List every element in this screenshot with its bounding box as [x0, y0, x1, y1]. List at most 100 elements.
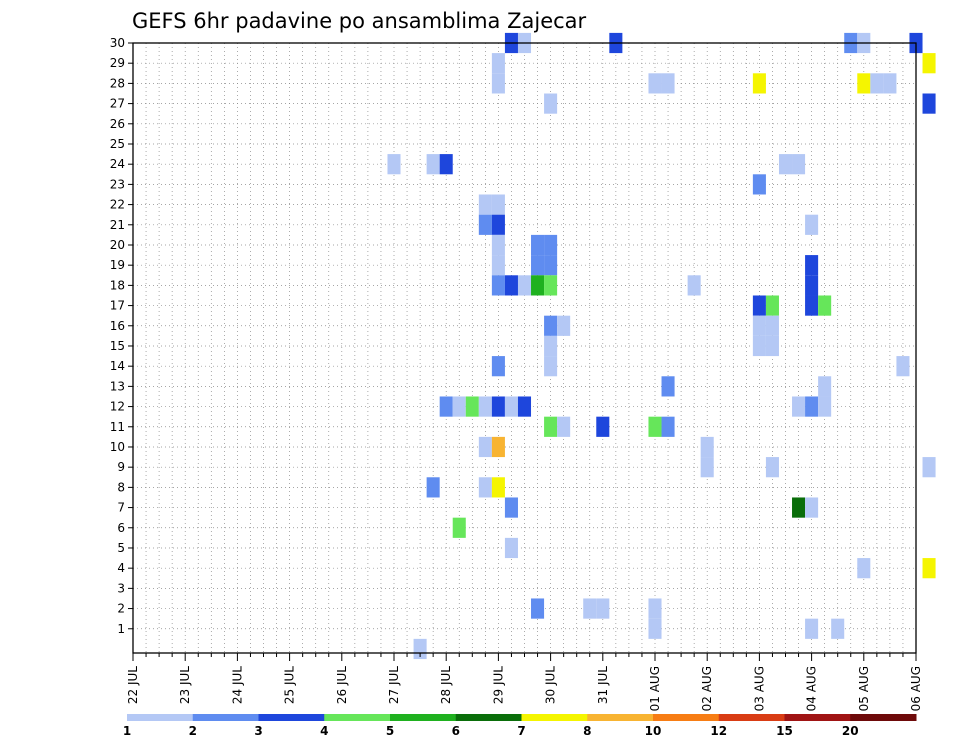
- colorbar-swatch: [653, 714, 720, 721]
- x-tick-label: 31 JUL: [596, 666, 610, 704]
- y-tick-label: 22: [110, 198, 125, 212]
- precip-cell: [818, 295, 832, 316]
- precip-cell: [439, 396, 453, 417]
- precip-cell: [765, 335, 779, 357]
- y-tick-label: 29: [110, 56, 125, 70]
- x-tick-label: 06 AUG: [909, 666, 923, 711]
- grid-lines: [133, 42, 916, 653]
- precip-cell: [478, 477, 492, 498]
- chart-title: GEFS 6hr padavine po ansamblima Zajecar: [132, 9, 587, 33]
- y-tick-label: 4: [117, 561, 125, 575]
- colorbar-label: 7: [517, 724, 525, 738]
- precip-cell: [805, 497, 819, 518]
- precip-cell: [792, 497, 806, 518]
- x-tick-label: 04 AUG: [805, 666, 819, 711]
- precipitation-cells: [387, 32, 936, 660]
- colorbar-swatch: [784, 714, 851, 721]
- precip-cell: [700, 436, 714, 458]
- precip-cell: [883, 73, 897, 94]
- y-tick-label: 17: [110, 299, 125, 313]
- y-tick-label: 25: [110, 137, 125, 151]
- x-tick-label: 27 JUL: [387, 666, 401, 704]
- x-tick-label: 22 JUL: [126, 666, 140, 704]
- precip-cell: [544, 416, 558, 437]
- precip-cell: [544, 335, 558, 357]
- precip-cell: [452, 396, 466, 417]
- precip-cell: [491, 234, 505, 256]
- y-tick-label: 15: [110, 339, 125, 353]
- precip-cell: [478, 396, 492, 417]
- precip-cell: [870, 73, 884, 94]
- precip-cell: [752, 335, 766, 357]
- precip-cell: [544, 93, 558, 114]
- precip-cell: [517, 396, 532, 417]
- precip-cell: [818, 376, 832, 397]
- precip-cell: [478, 214, 492, 235]
- colorbar-swatch: [324, 714, 391, 721]
- precip-cell: [544, 356, 558, 377]
- y-tick-label: 20: [110, 238, 125, 252]
- precip-cell: [596, 598, 610, 619]
- precip-cell: [648, 598, 662, 619]
- precip-cell: [896, 356, 910, 377]
- precip-cell: [818, 396, 832, 417]
- precip-cell: [700, 457, 714, 478]
- y-axis: 1234567891011121314151617181920212223242…: [110, 36, 133, 636]
- precip-cell: [491, 396, 505, 417]
- precip-cell: [857, 73, 871, 94]
- precip-cell: [531, 598, 545, 619]
- precip-cell: [805, 255, 819, 276]
- x-tick-label: 24 JUL: [230, 666, 244, 704]
- x-axis: 22 JUL 23 JUL 24 JUL 25 JUL 26 JUL 27 JUL 28 J…: [126, 653, 923, 711]
- precip-cell: [792, 154, 806, 175]
- x-tick-label: 23 JUL: [178, 666, 192, 704]
- y-tick-label: 5: [117, 541, 125, 555]
- colorbar-label: 4: [320, 724, 328, 738]
- precip-cell: [478, 436, 492, 458]
- colorbar-label: 5: [386, 724, 394, 738]
- y-tick-label: 26: [110, 117, 125, 131]
- y-tick-label: 24: [110, 157, 125, 171]
- y-tick-label: 18: [110, 278, 125, 292]
- precip-cell: [648, 416, 662, 437]
- y-tick-label: 19: [110, 258, 125, 272]
- precip-cell: [792, 396, 806, 417]
- y-tick-label: 11: [110, 420, 125, 434]
- colorbar-label: 20: [842, 724, 859, 738]
- y-tick-label: 6: [117, 521, 125, 535]
- precip-cell: [439, 154, 453, 175]
- precip-cell: [531, 275, 545, 296]
- precip-cell: [544, 315, 558, 336]
- precip-cell: [491, 73, 505, 94]
- colorbar-swatch: [455, 714, 522, 721]
- colorbar: 1 2 3 4 5 6 7 8 10 12 15 20: [123, 714, 917, 738]
- precip-cell: [478, 194, 492, 215]
- x-tick-label: 03 AUG: [752, 666, 766, 711]
- colorbar-label: 3: [254, 724, 262, 738]
- precip-cell: [648, 73, 662, 94]
- precip-cell: [765, 315, 779, 336]
- x-tick-label: 25 JUL: [283, 666, 297, 704]
- precip-cell: [426, 477, 440, 498]
- colorbar-swatch: [258, 714, 325, 721]
- precip-cell: [661, 73, 675, 94]
- precip-cell: [583, 598, 597, 619]
- y-tick-label: 28: [110, 76, 125, 90]
- precip-cell: [504, 497, 518, 518]
- precip-cell: [557, 315, 571, 336]
- precip-cell: [544, 275, 558, 296]
- precip-cell: [805, 214, 819, 235]
- precip-cell: [544, 234, 558, 256]
- y-tick-label: 3: [117, 581, 125, 595]
- precip-cell: [831, 618, 845, 639]
- precip-cell: [491, 356, 505, 377]
- precip-cell: [426, 154, 440, 175]
- precip-cell: [857, 558, 871, 579]
- colorbar-swatch: [587, 714, 654, 721]
- y-tick-label: 23: [110, 177, 125, 191]
- precip-cell: [752, 73, 766, 94]
- precip-cell: [504, 275, 518, 296]
- precip-cell: [491, 214, 505, 235]
- precip-cell: [491, 194, 505, 215]
- y-tick-label: 7: [117, 501, 125, 515]
